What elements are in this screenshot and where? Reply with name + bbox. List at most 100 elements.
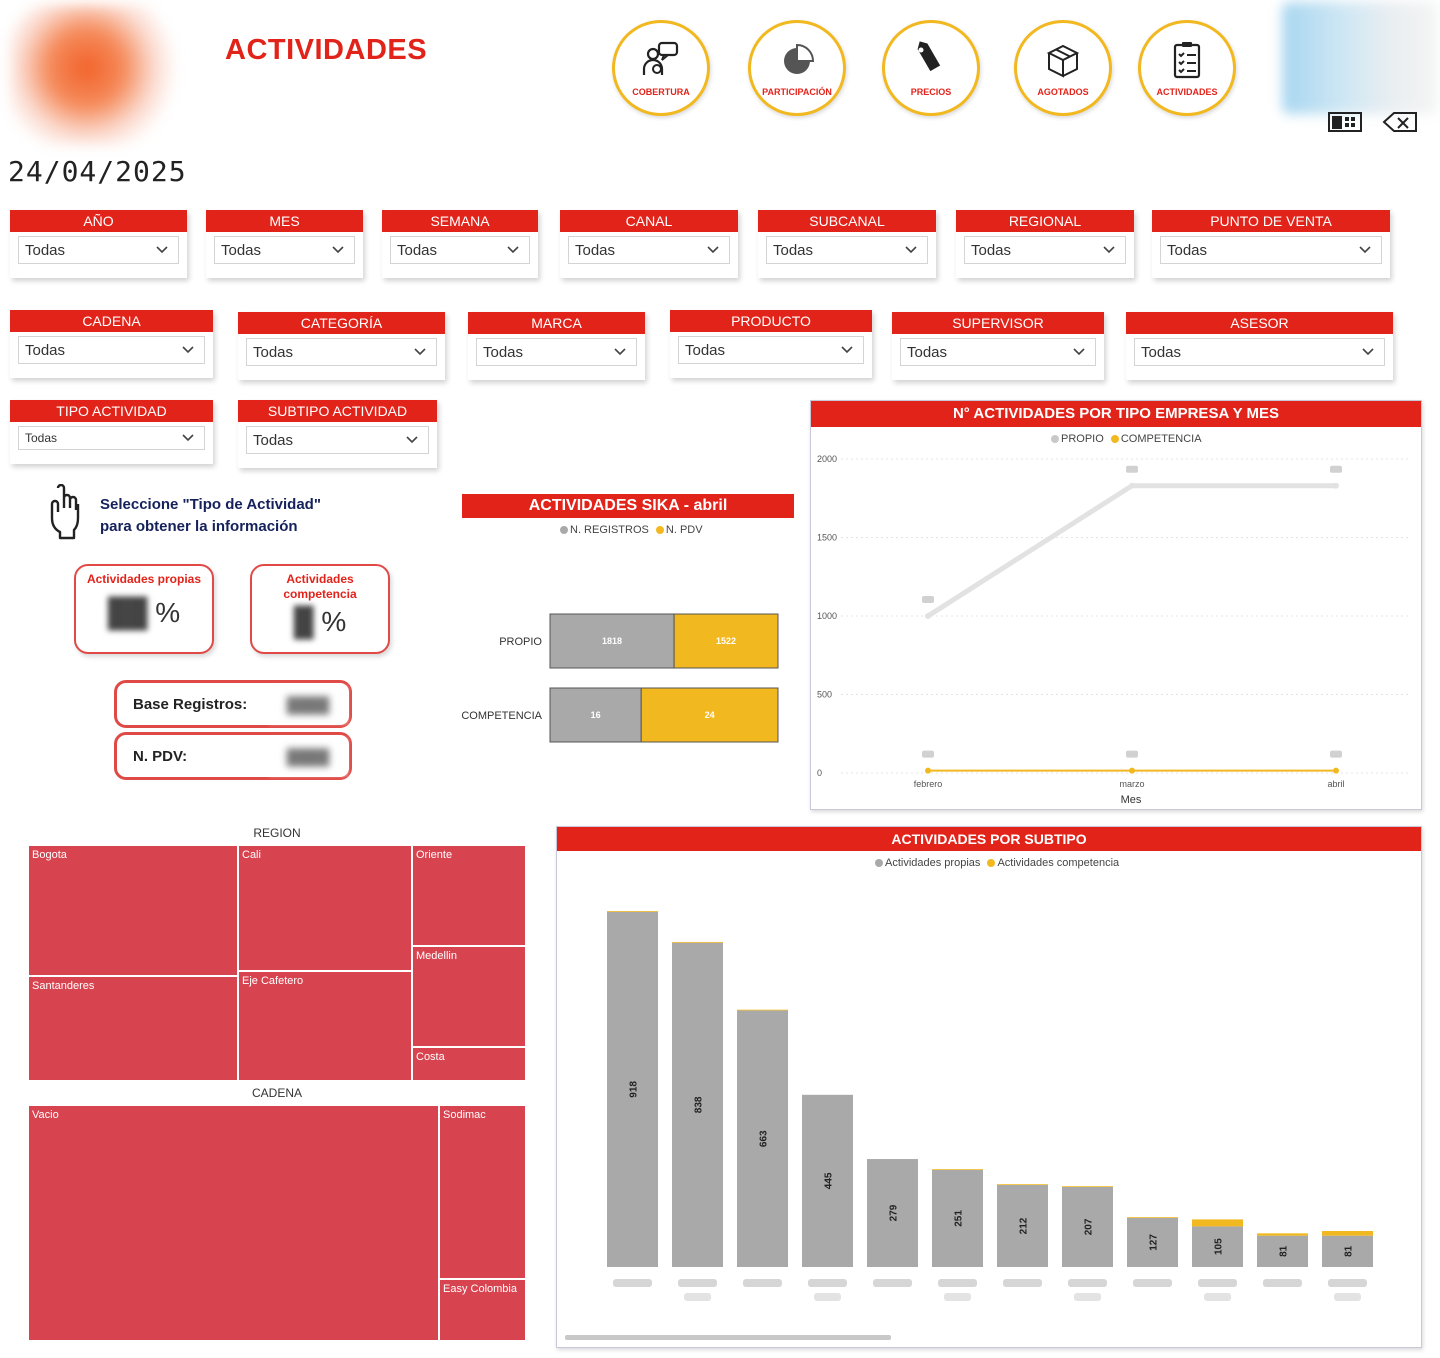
price-tag-icon (917, 41, 941, 72)
kpi-unit: % (321, 606, 347, 637)
subtipo-bar-competencia (1322, 1231, 1373, 1236)
treemap-cell[interactable]: Costa (412, 1047, 526, 1081)
y-tick-label: 1500 (817, 533, 837, 543)
blurred-category-label (944, 1293, 971, 1301)
filter-dropdown[interactable]: Todas (766, 236, 928, 264)
filter-value: Todas (397, 241, 438, 259)
filter-dropdown[interactable]: Todas (214, 236, 355, 264)
series-point (1129, 482, 1135, 489)
users-chat-icon (642, 41, 679, 75)
blurred-value: ██ (107, 597, 148, 628)
nav-participacion-button[interactable]: PARTICIPACIÓN (748, 20, 846, 116)
y-tick-label: 0 (817, 768, 822, 778)
filter-label: CADENA (10, 310, 213, 332)
treemap-cell[interactable]: Medellin (412, 946, 526, 1047)
treemap-cell[interactable]: Vacio (28, 1105, 439, 1341)
subtipo-bar-competencia (1257, 1233, 1308, 1236)
filter-dropdown[interactable]: Todas (18, 336, 205, 364)
filter-dropdown[interactable]: Todas (246, 426, 429, 454)
kpi-actividades-propias: Actividades propias ██ % (74, 564, 214, 654)
nav-cobertura-button[interactable]: COBERTURA (612, 20, 710, 116)
treemap-cell-label: Easy Colombia (443, 1283, 517, 1295)
kpi-title-line: competencia (283, 587, 357, 601)
chevron-down-icon (1103, 246, 1115, 254)
treemap-cell[interactable]: Eje Cafetero (238, 971, 412, 1081)
subtipo-data-label: 918 (629, 1081, 640, 1098)
blurred-value: █ (293, 606, 314, 637)
treemap-cell[interactable]: Oriente (412, 845, 526, 946)
blurred-category-label (613, 1279, 652, 1287)
hint-line: Seleccione "Tipo de Actividad" (100, 496, 321, 513)
blurred-data-label (1126, 750, 1138, 758)
base-registros-card: Base Registros: ████ (114, 680, 352, 728)
series-point (925, 767, 931, 774)
sika-data-label: 1818 (602, 636, 622, 646)
sika-bar-pdv (673, 613, 779, 669)
nav-actividades-button[interactable]: ACTIVIDADES (1138, 20, 1236, 116)
blurred-category-label (1133, 1279, 1172, 1287)
filter-label: SUBCANAL (758, 210, 936, 232)
treemap-cell[interactable]: Cali (238, 845, 412, 971)
series-point (1129, 767, 1135, 774)
sika-data-label: 24 (705, 710, 715, 720)
filter-dropdown[interactable]: Todas (390, 236, 530, 264)
filter-dropdown[interactable]: Todas (1134, 338, 1385, 366)
legend-label: Actividades propias (885, 857, 981, 869)
chevron-down-icon (507, 246, 519, 254)
blurred-category-label (1334, 1293, 1361, 1301)
x-tick-label: marzo (1119, 779, 1144, 789)
filter-label: CANAL (560, 210, 738, 232)
sika-bar-chart: PROPIO 1818 1522 COMPETENCIA 16 24 (462, 613, 779, 743)
filter-dropdown[interactable]: Todas (18, 236, 179, 264)
sika-bar-registros (549, 687, 642, 743)
filter-dropdown[interactable]: Todas (1160, 236, 1382, 264)
legend-label: COMPETENCIA (1120, 433, 1202, 445)
treemap-cell[interactable]: Easy Colombia (439, 1279, 526, 1341)
filter-value: Todas (1167, 241, 1208, 259)
subtipo-bar-chart: 918 838 663 445 279 251 212 207 127 105 81 81 (565, 911, 1373, 1340)
hint-text: Seleccione "Tipo de Actividad" para obte… (100, 494, 321, 538)
subtipo-bar-competencia (932, 1169, 983, 1170)
filter-dropdown[interactable]: Todas (678, 336, 864, 364)
filter-value: Todas (25, 241, 66, 259)
nav-precios-button[interactable]: PRECIOS (882, 20, 980, 116)
blurred-value: ████ (269, 739, 347, 775)
blurred-category-label (1328, 1279, 1367, 1287)
blurred-category-label (684, 1293, 711, 1301)
legend-label: N. REGISTROS (570, 524, 649, 536)
brand-logo (1282, 2, 1437, 114)
kpi-title: Actividades competencia (252, 572, 388, 602)
subtipo-data-label: 207 (1084, 1218, 1095, 1235)
subtipo-bar-propias (607, 911, 658, 1267)
filter-dropdown[interactable]: Todas (964, 236, 1126, 264)
chevron-down-icon (1073, 348, 1085, 356)
bookmarks-icon[interactable] (1328, 112, 1362, 137)
subtipo-bar-propias (1062, 1186, 1113, 1267)
treemap-cell[interactable]: Sodimac (439, 1105, 526, 1279)
filter-label: ASESOR (1126, 312, 1393, 334)
nav-agotados-button[interactable]: AGOTADOS (1014, 20, 1112, 116)
blurred-data-label (1330, 465, 1342, 473)
legend-dot (1051, 435, 1059, 444)
filter-producto: PRODUCTO Todas (670, 310, 872, 378)
filter-dropdown[interactable]: Todas (900, 338, 1096, 366)
hand-pointer-icon (44, 483, 84, 547)
filter-dropdown[interactable]: Todas (476, 338, 637, 366)
subtipo-data-label: 838 (694, 1096, 705, 1113)
filter-dropdown[interactable]: Todas (568, 236, 730, 264)
filter-label: SEMANA (382, 210, 538, 232)
filter-value: Todas (685, 341, 726, 359)
filter-dropdown[interactable]: Todas (246, 338, 437, 366)
treemap-cell[interactable]: Bogota (28, 845, 238, 976)
filter-value: Todas (253, 431, 294, 449)
filter-value: Todas (221, 241, 262, 259)
filter-label: MES (206, 210, 363, 232)
filter-categoria: CATEGORÍA Todas (238, 312, 445, 380)
y-tick-label: 2000 (817, 454, 837, 464)
treemap-region-title: REGION (253, 826, 301, 840)
treemap-cell[interactable]: Santanderes (28, 976, 238, 1081)
x-tick-label: abril (1327, 779, 1344, 789)
eraser-icon[interactable] (1382, 112, 1418, 137)
filter-dropdown[interactable]: Todas (18, 426, 205, 450)
nav-label: PARTICIPACIÓN (762, 87, 832, 97)
